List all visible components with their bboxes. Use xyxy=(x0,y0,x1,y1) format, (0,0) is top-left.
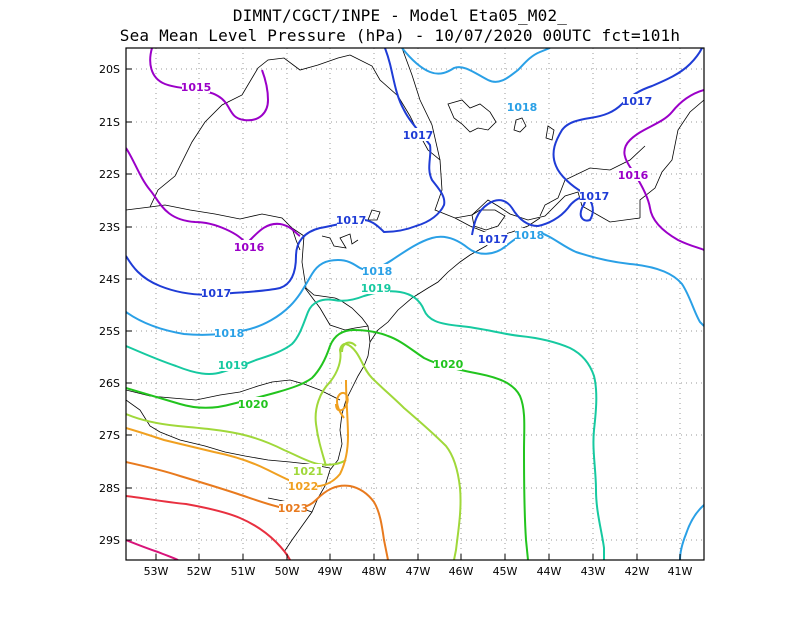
lat-tick-label: 29S xyxy=(99,534,120,547)
contour-label: 1023 xyxy=(278,501,309,515)
lon-tick-label: 45W xyxy=(493,565,518,578)
contour-label: 1018 xyxy=(362,264,393,278)
contour-label: 1020 xyxy=(433,357,464,371)
lon-tick-label: 41W xyxy=(668,565,693,578)
svg-text:1015: 1015 xyxy=(181,81,212,94)
contour-label: 1021 xyxy=(293,464,324,478)
lat-tick-label: 21S xyxy=(99,116,120,129)
svg-text:1018: 1018 xyxy=(514,229,545,242)
contour-label: 1017 xyxy=(478,232,509,246)
svg-text:1016: 1016 xyxy=(618,169,649,182)
contour-label: 1022 xyxy=(288,479,319,493)
grid-lines xyxy=(126,48,704,560)
contour-label: 1017 xyxy=(201,286,232,300)
svg-text:1019: 1019 xyxy=(361,282,392,295)
lon-tick-label: 43W xyxy=(581,565,606,578)
coastline xyxy=(126,48,704,553)
lat-tick-label: 20S xyxy=(99,63,120,76)
svg-text:1018: 1018 xyxy=(507,101,538,114)
lon-tick-label: 53W xyxy=(144,565,169,578)
contour-label: 1018 xyxy=(214,326,245,340)
svg-text:1017: 1017 xyxy=(478,233,509,246)
svg-text:1018: 1018 xyxy=(214,327,245,340)
svg-text:1022: 1022 xyxy=(288,480,319,493)
contour-label: 1017 xyxy=(579,189,610,203)
svg-text:1019: 1019 xyxy=(218,359,249,372)
contour-label: 1017 xyxy=(403,128,434,142)
svg-text:1020: 1020 xyxy=(238,398,269,411)
map-subtitle: Sea Mean Level Pressure (hPa) - 10/07/20… xyxy=(119,26,681,45)
lat-tick-label: 27S xyxy=(99,429,120,442)
svg-text:1020: 1020 xyxy=(433,358,464,371)
contour-label: 1016 xyxy=(618,168,649,182)
contour-label: 1017 xyxy=(622,94,653,108)
svg-text:1017: 1017 xyxy=(201,287,232,300)
lat-tick-label: 28S xyxy=(99,482,120,495)
lat-tick-label: 22S xyxy=(99,168,120,181)
contour-label: 1016 xyxy=(234,240,265,254)
svg-text:1018: 1018 xyxy=(362,265,393,278)
lon-tick-label: 48W xyxy=(362,565,387,578)
lat-tick-label: 26S xyxy=(99,377,120,390)
lat-tick-label: 25S xyxy=(99,325,120,338)
contour-label: 1020 xyxy=(238,397,269,411)
svg-text:1017: 1017 xyxy=(403,129,434,142)
plot-frame xyxy=(125,47,705,561)
lon-tick-label: 44W xyxy=(537,565,562,578)
lat-tick-label: 24S xyxy=(99,273,120,286)
contour-label: 1019 xyxy=(361,281,392,295)
contour-label: 1017 xyxy=(336,213,367,227)
svg-text:1023: 1023 xyxy=(278,502,309,515)
svg-text:1017: 1017 xyxy=(622,95,653,108)
svg-text:1017: 1017 xyxy=(579,190,610,203)
lon-tick-label: 49W xyxy=(318,565,343,578)
lon-tick-label: 46W xyxy=(449,565,474,578)
svg-text:1021: 1021 xyxy=(293,465,324,478)
contour-label: 1018 xyxy=(514,228,545,242)
svg-text:1017: 1017 xyxy=(336,214,367,227)
lon-tick-label: 52W xyxy=(187,565,212,578)
lon-tick-label: 42W xyxy=(625,565,650,578)
lon-tick-label: 47W xyxy=(406,565,431,578)
contour-label: 1019 xyxy=(218,358,249,372)
contour-label: 1018 xyxy=(507,100,538,114)
contour-label: 1015 xyxy=(181,80,212,94)
svg-text:1016: 1016 xyxy=(234,241,265,254)
isobars xyxy=(126,48,704,560)
lon-tick-label: 51W xyxy=(231,565,256,578)
map-title: DIMNT/CGCT/INPE - Model Eta05_M02_ xyxy=(232,6,568,25)
lat-tick-label: 23S xyxy=(99,221,120,234)
axis-ticks: 20S 21S 22S 23S 24S 25S 26S 27S 28S 29S 53W 52W 51W 5… xyxy=(99,63,693,578)
lon-tick-label: 50W xyxy=(275,565,300,578)
contour-labels: 1015 1017 1018 1017 1016 1017 1017 1017 1018 1016… xyxy=(181,80,653,515)
